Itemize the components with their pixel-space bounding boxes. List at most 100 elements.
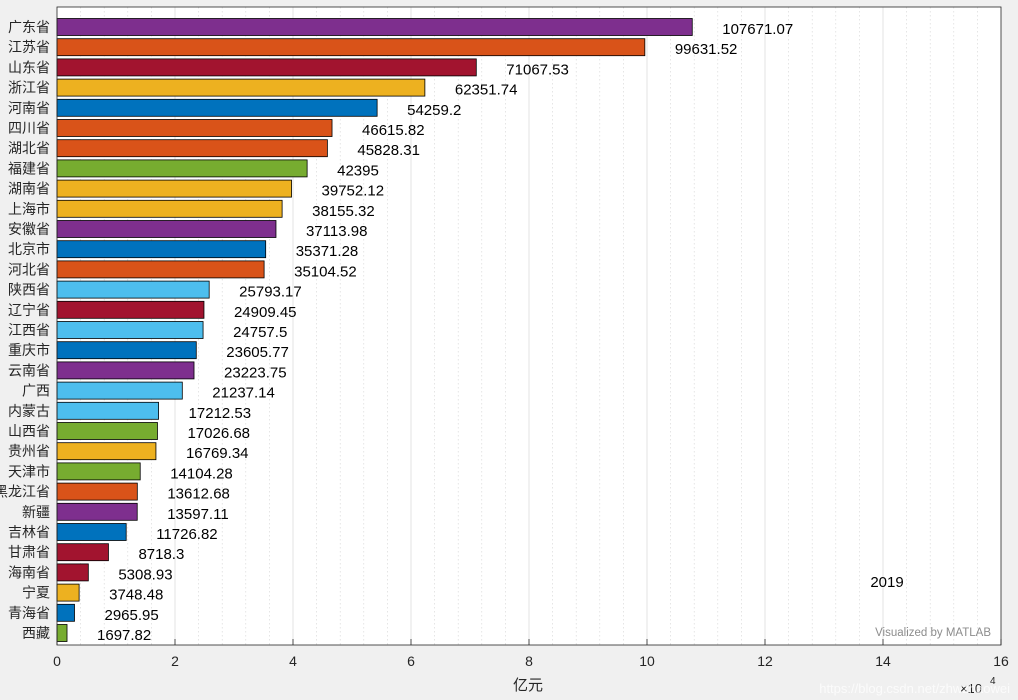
bar [56, 159, 308, 178]
x-tick-label: 12 [757, 653, 773, 669]
bar [56, 260, 265, 279]
value-label: 17026.68 [187, 425, 250, 442]
bar [56, 502, 138, 521]
category-label: 湖南省 [8, 182, 50, 198]
value-label: 24909.45 [234, 304, 297, 321]
bar [56, 563, 89, 582]
bar [56, 119, 333, 137]
bar [56, 300, 205, 319]
x-tick-label: 6 [407, 653, 415, 669]
x-tick-label: 0 [53, 653, 61, 669]
value-label: 25793.17 [239, 284, 302, 301]
bar [56, 280, 210, 299]
value-label: 42395 [337, 162, 379, 179]
value-label: 24757.5 [233, 324, 287, 341]
value-label: 62351.74 [455, 82, 518, 99]
bar [56, 341, 197, 360]
category-label: 吉林省 [8, 525, 50, 541]
bar [56, 38, 646, 57]
category-label: 青海省 [8, 606, 50, 622]
x-exponent-label: ×10 [960, 681, 982, 696]
value-label: 21237.14 [212, 385, 275, 402]
value-label: 54259.2 [407, 102, 461, 119]
category-label: 山西省 [8, 424, 50, 440]
x-tick-label: 14 [875, 653, 891, 669]
value-label: 35371.28 [296, 243, 359, 260]
watermark: https://blog.csdn.net/zhwzhaowei [819, 681, 1010, 696]
category-label: 西藏 [22, 626, 50, 642]
category-label: 辽宁省 [8, 302, 50, 319]
x-axis-label: 亿元 [513, 676, 543, 694]
year-annotation: 2019 [870, 574, 903, 591]
category-label: 内蒙古 [8, 404, 50, 420]
category-label: 河北省 [8, 262, 50, 278]
category-label: 云南省 [8, 363, 50, 379]
value-label: 2965.95 [104, 607, 158, 624]
x-tick-label: 8 [525, 653, 533, 669]
axes-box [56, 6, 1002, 646]
category-label: 宁夏 [22, 585, 50, 602]
value-label: 11726.82 [156, 526, 217, 543]
value-label: 8718.3 [138, 546, 184, 563]
value-label: 71067.53 [506, 61, 569, 78]
value-label: 13612.68 [167, 486, 230, 503]
value-label: 13597.11 [167, 506, 228, 523]
category-label: 安徽省 [8, 222, 50, 238]
value-label: 37113.98 [306, 223, 367, 240]
category-label: 四川省 [8, 121, 50, 137]
bar [56, 603, 75, 622]
value-label: 45828.31 [357, 142, 420, 159]
bar [56, 583, 80, 602]
bar [56, 482, 138, 501]
x-tick-label: 2 [171, 653, 179, 669]
category-label: 陕西省 [8, 283, 50, 299]
bar [56, 381, 183, 400]
value-label: 35104.52 [294, 263, 357, 280]
category-label: 广西 [22, 384, 50, 400]
x-exponent-power: 4 [990, 676, 996, 687]
bar [56, 18, 693, 36]
bar [56, 523, 127, 541]
value-label: 39752.12 [322, 183, 385, 200]
value-label: 46615.82 [362, 122, 425, 139]
category-label: 湖北省 [8, 141, 50, 157]
category-label: 上海市 [8, 201, 50, 218]
bar [56, 199, 283, 218]
value-label: 107671.07 [722, 21, 793, 38]
x-tick-label: 10 [639, 653, 655, 669]
category-label: 重庆市 [8, 342, 50, 359]
bar [56, 179, 292, 198]
bar [56, 624, 68, 642]
matlab-credit: Visualized by MATLAB [875, 627, 991, 639]
category-label: 福建省 [8, 161, 50, 177]
x-tick-label: 16 [993, 653, 1009, 669]
bar [56, 361, 195, 380]
bar [56, 98, 378, 117]
value-label: 1697.82 [97, 627, 151, 644]
value-labels: 107671.07 99631.52 71067.53 62351.74 54259.2… [97, 21, 793, 644]
bar-series [56, 18, 693, 642]
bar [56, 220, 277, 238]
category-label: 贵州省 [8, 444, 50, 460]
bar [56, 422, 158, 440]
bar [56, 240, 267, 259]
x-tick-label: 4 [289, 653, 297, 669]
value-label: 3748.48 [109, 587, 163, 604]
category-label: 广东省 [8, 20, 50, 36]
value-label: 14104.28 [170, 465, 233, 482]
bar [56, 401, 159, 420]
bar [56, 462, 141, 481]
bar [56, 139, 328, 158]
category-label: 新疆 [22, 505, 50, 521]
category-label: 天津市 [8, 463, 50, 480]
value-label: 23605.77 [226, 344, 289, 361]
category-label: 江苏省 [8, 40, 50, 56]
category-label: 河南省 [8, 101, 50, 117]
value-label: 38155.32 [312, 203, 375, 220]
bar [56, 442, 157, 461]
category-label: 海南省 [8, 565, 50, 581]
bar [56, 58, 477, 77]
value-label: 5308.93 [118, 566, 172, 583]
value-label: 17212.53 [189, 405, 252, 422]
